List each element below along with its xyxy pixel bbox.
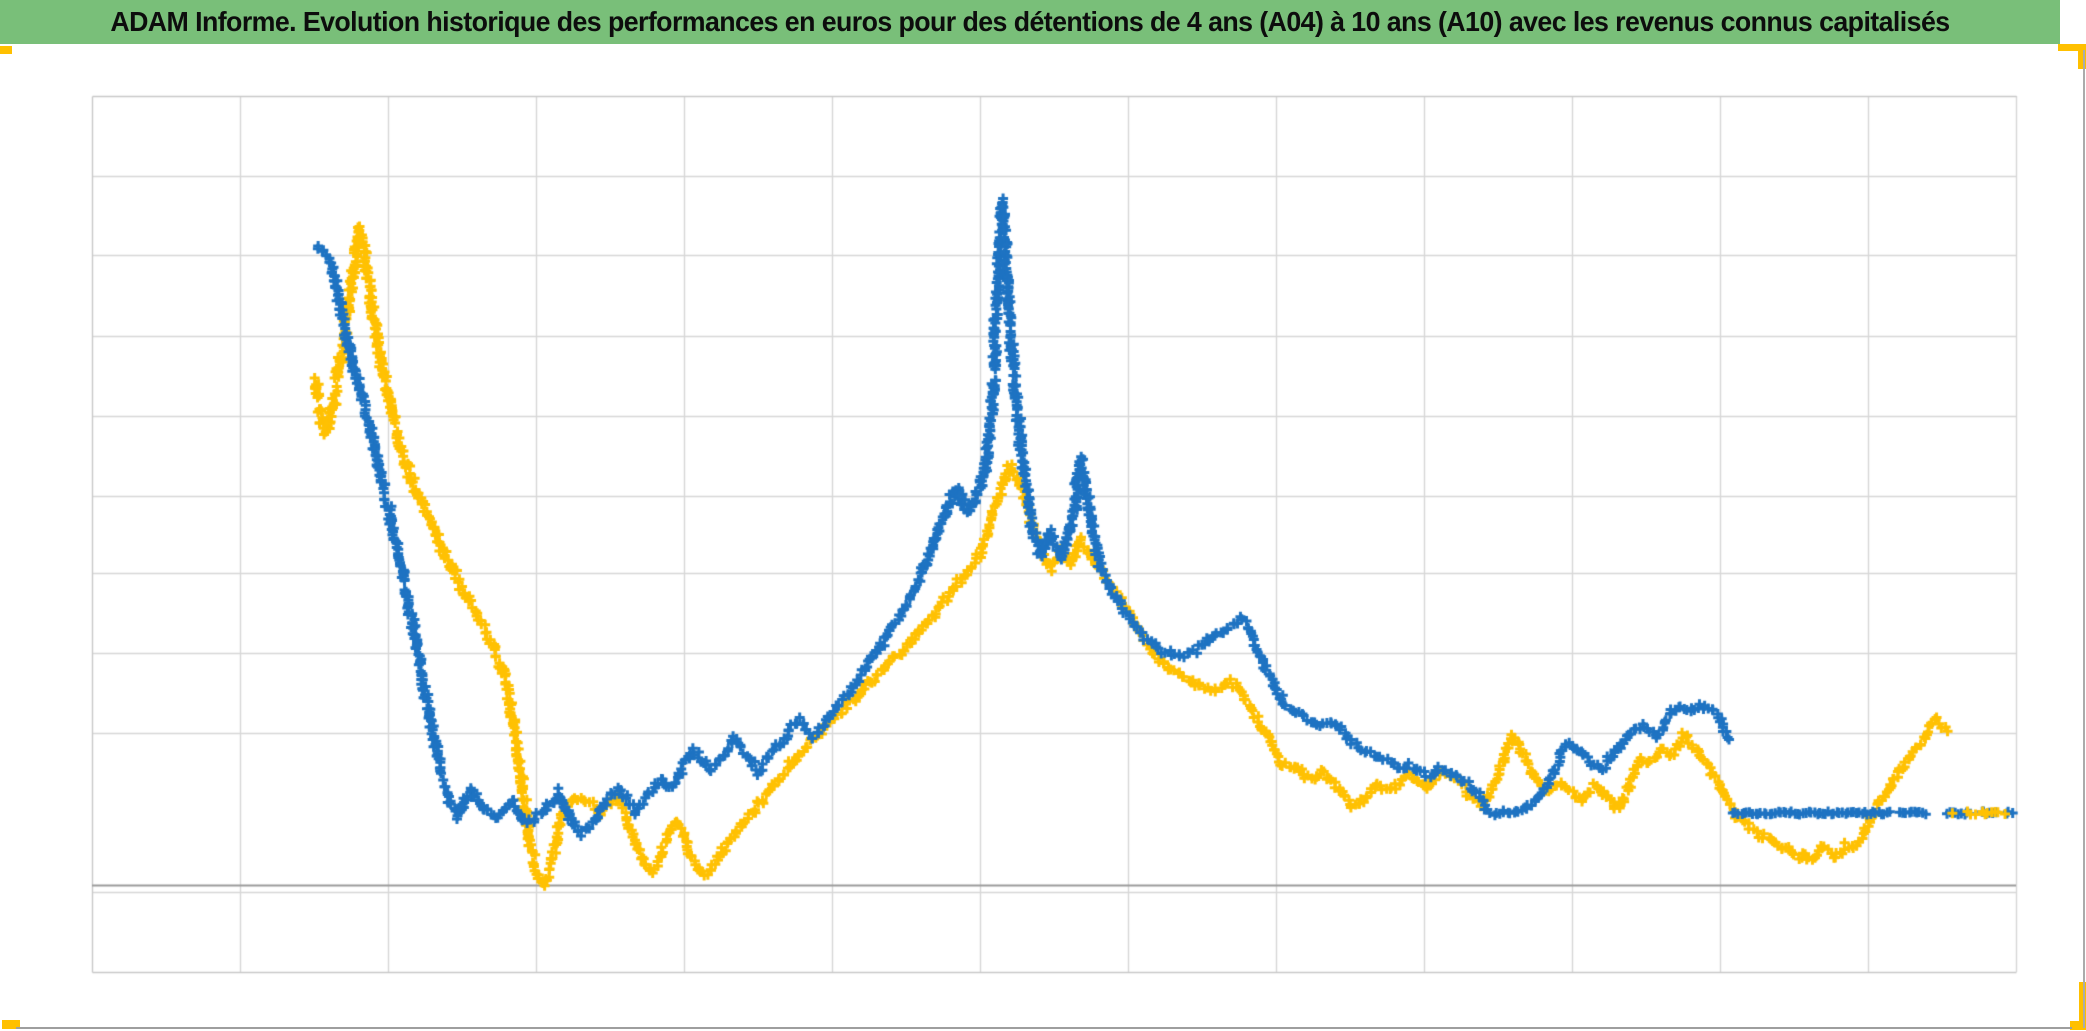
window-border-bottom — [16, 1027, 2072, 1029]
window-border-right — [2083, 50, 2085, 1028]
selection-handle-bottom-left[interactable] — [2, 1020, 20, 1029]
selection-handle-top-right-vertical[interactable] — [2078, 44, 2086, 69]
selection-handle-bottom-right[interactable] — [2070, 1021, 2086, 1030]
selection-handle-bottom-right-vertical[interactable] — [2079, 982, 2086, 1028]
selection-handle-top-left[interactable] — [0, 46, 12, 54]
selection-handle-top-right[interactable] — [2058, 44, 2086, 51]
